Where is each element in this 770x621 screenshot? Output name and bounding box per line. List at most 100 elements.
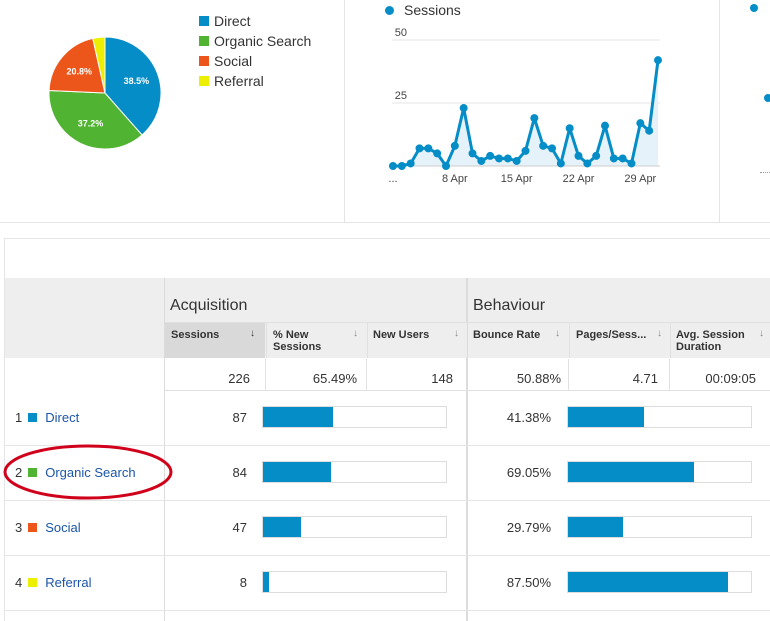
column-label: New Users xyxy=(373,329,430,341)
data-point[interactable] xyxy=(486,151,495,160)
new-users-column-header[interactable]: New Users ↓ xyxy=(367,323,467,358)
row-label: 1 Direct xyxy=(15,410,79,425)
bounce-rate-bar xyxy=(567,461,752,483)
pie-slice-organic-search[interactable] xyxy=(48,90,143,150)
data-point[interactable] xyxy=(450,141,459,150)
data-point[interactable] xyxy=(601,121,609,130)
data-point[interactable] xyxy=(565,124,574,133)
data-point[interactable] xyxy=(389,162,397,170)
sessions-share-bar xyxy=(262,571,447,593)
column-label: % New xyxy=(273,329,309,341)
highlight-ellipse-annotation xyxy=(3,444,173,500)
sort-icon[interactable]: ↓ xyxy=(657,328,662,339)
bounce-rate-bar xyxy=(567,406,752,428)
legend-swatch xyxy=(199,76,209,86)
new-sessions-column-header[interactable]: % New Sessions ↓ xyxy=(266,323,367,358)
total-new-sessions: 65.49% xyxy=(312,371,357,386)
sessions-area xyxy=(393,60,658,166)
channel-link-organic-search[interactable]: Organic Search xyxy=(45,465,136,480)
x-tick-label: 29 Apr xyxy=(624,173,656,185)
column-label: Pages/Sess... xyxy=(576,329,647,341)
data-point[interactable] xyxy=(654,56,662,65)
channel-link-referral[interactable]: Referral xyxy=(45,575,92,590)
data-point[interactable] xyxy=(636,119,645,128)
sort-icon[interactable]: ↓ xyxy=(353,328,358,339)
row-label: 2 Organic Search xyxy=(15,465,136,480)
data-point[interactable] xyxy=(539,141,548,150)
legend-swatch xyxy=(199,36,209,46)
sessions-column-header[interactable]: Sessions ↓ xyxy=(165,323,265,358)
bounce-rate-value: 69.05% xyxy=(506,465,551,480)
channel-link-social[interactable]: Social xyxy=(45,520,81,535)
pie-slice-label: 20.8% xyxy=(66,66,92,76)
data-point[interactable] xyxy=(512,156,521,165)
x-tick-label: ... xyxy=(388,173,397,185)
column-label: Sessions xyxy=(273,341,322,353)
sort-icon[interactable]: ↓ xyxy=(759,328,764,339)
pie-slice-label: 38.5% xyxy=(124,76,150,86)
data-point[interactable] xyxy=(521,146,530,155)
data-point[interactable] xyxy=(556,159,565,168)
data-point[interactable] xyxy=(583,159,592,168)
pie-chart: 38.5% 37.2% 20.8% xyxy=(48,36,162,150)
pie-slice-referral[interactable] xyxy=(92,36,106,94)
sessions-share-bar xyxy=(262,406,447,428)
legend-swatch xyxy=(199,16,209,26)
data-point[interactable] xyxy=(645,126,654,135)
channel-link-direct[interactable]: Direct xyxy=(45,410,80,425)
sort-desc-icon[interactable]: ↓ xyxy=(250,328,255,339)
pie-slice-direct[interactable] xyxy=(104,36,162,136)
bounce-rate-column-header[interactable]: Bounce Rate ↓ xyxy=(468,323,568,358)
data-point[interactable] xyxy=(424,144,433,153)
data-point[interactable] xyxy=(459,104,468,113)
x-tick-label: 8 Apr xyxy=(442,173,468,185)
sort-icon[interactable]: ↓ xyxy=(555,328,560,339)
data-point[interactable] xyxy=(530,114,539,123)
column-label: Sessions xyxy=(171,329,220,341)
bounce-rate-bar xyxy=(567,516,752,538)
total-sessions: 226 xyxy=(228,371,250,386)
data-point[interactable] xyxy=(495,154,503,163)
pages-session-column-header[interactable]: Pages/Sess... ↓ xyxy=(569,323,670,358)
bounce-rate-value: 41.38% xyxy=(506,410,551,425)
channel-swatch xyxy=(28,523,38,532)
cell-divider xyxy=(265,359,266,390)
data-point[interactable] xyxy=(415,144,424,153)
data-point[interactable] xyxy=(397,162,406,170)
y-tick-label: 25 xyxy=(395,90,407,102)
column-divider xyxy=(466,278,468,621)
legend-label: Organic Search xyxy=(214,33,312,49)
data-point[interactable] xyxy=(442,162,450,170)
pie-slice-social[interactable] xyxy=(48,37,106,94)
data-point[interactable] xyxy=(548,144,556,153)
avg-session-duration-column-header[interactable]: Avg. Session Duration ↓ xyxy=(670,323,770,358)
pie-slice-label: 37.2% xyxy=(78,118,104,128)
total-new-users: 148 xyxy=(431,371,453,386)
sort-icon[interactable]: ↓ xyxy=(454,328,459,339)
data-point[interactable] xyxy=(406,159,415,168)
partial-legend-dot-icon xyxy=(750,4,758,12)
partial-chart-point xyxy=(764,94,770,102)
legend-dot-icon xyxy=(385,5,394,15)
data-point[interactable] xyxy=(627,159,636,168)
data-point[interactable] xyxy=(609,154,618,163)
data-point[interactable] xyxy=(574,151,583,160)
legend-label: Referral xyxy=(214,73,264,89)
total-bounce-rate: 50.88% xyxy=(516,371,561,386)
data-point[interactable] xyxy=(433,149,442,158)
sessions-value: 47 xyxy=(232,520,247,535)
data-point[interactable] xyxy=(592,151,601,160)
cell-divider xyxy=(366,359,367,390)
panel-divider xyxy=(344,0,345,222)
bar-fill xyxy=(263,462,332,482)
data-point[interactable] xyxy=(468,149,477,158)
channel-swatch xyxy=(28,578,38,587)
data-point[interactable] xyxy=(477,156,486,165)
behaviour-group-header: Behaviour xyxy=(473,297,546,314)
cell-divider xyxy=(669,359,670,390)
legend-swatch xyxy=(199,56,209,66)
data-point[interactable] xyxy=(503,154,512,163)
data-point[interactable] xyxy=(618,154,627,163)
cell-divider xyxy=(568,359,569,390)
sessions-value: 84 xyxy=(232,465,247,480)
